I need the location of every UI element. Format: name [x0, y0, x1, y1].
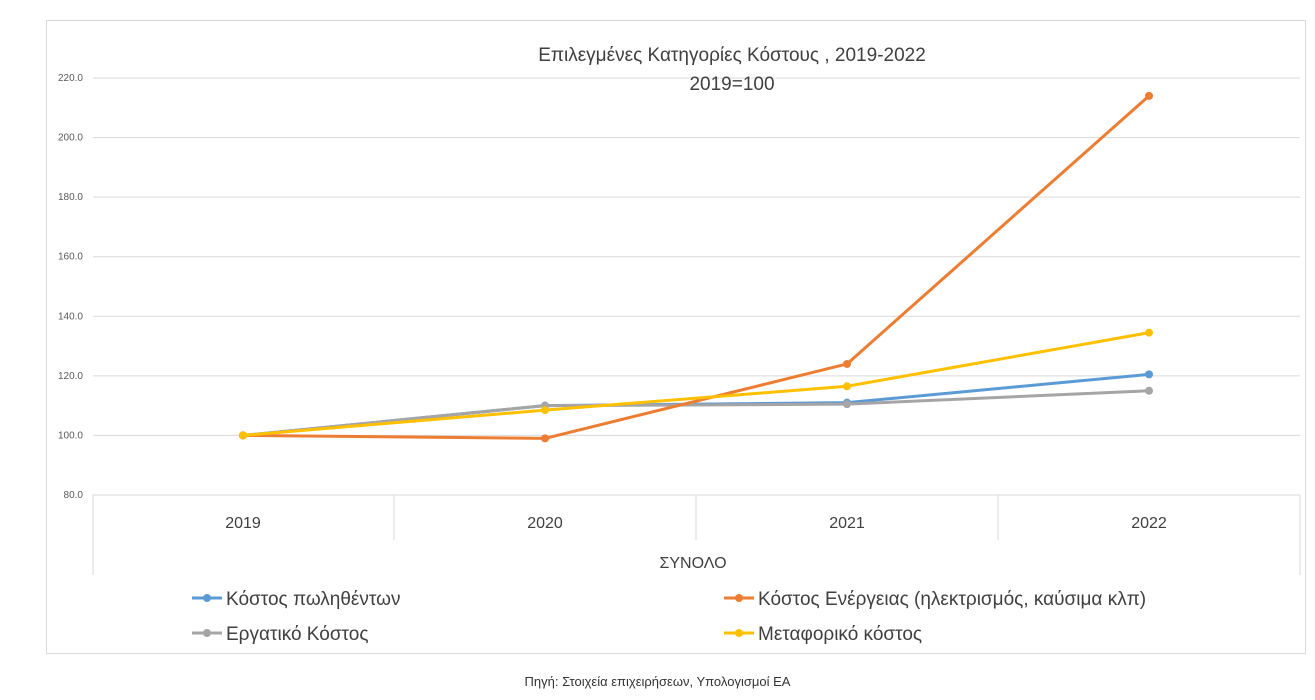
y-tick-label: 160.0	[58, 252, 83, 263]
y-tick-label: 100.0	[58, 430, 83, 441]
y-tick-label: 220.0	[58, 73, 83, 84]
legend: Κόστος πωληθέντων Κόστος Ενέργειας (ηλεκτ…	[192, 589, 1146, 645]
data-point	[843, 359, 851, 368]
data-point	[1145, 328, 1153, 337]
legend-label: Κόστος Ενέργειας (ηλεκτρισμός, καύσιμα κ…	[758, 589, 1146, 610]
data-point	[1145, 91, 1153, 100]
y-tick-label: 120.0	[58, 371, 83, 382]
y-tick-labels: 80.0 100.0 120.0 140.0 160.0 180.0 200.0 220.0	[58, 73, 83, 501]
axes	[92, 495, 1301, 575]
series-line	[242, 331, 1150, 437]
x-tick-label: 2021	[829, 515, 865, 532]
data-point	[541, 434, 549, 443]
legend-label: Μεταφορικό κόστος	[758, 624, 922, 645]
data-point	[843, 400, 851, 409]
x-tick-labels: 2019 2020 2021 2022	[225, 515, 1167, 532]
legend-label: Εργατικό Κόστος	[226, 624, 369, 645]
data-point	[843, 382, 851, 391]
y-tick-label: 140.0	[58, 311, 83, 322]
data-point	[1145, 370, 1153, 379]
source-caption: Πηγή: Στοιχεία επιχειρήσεων, Υπολογισμοί…	[524, 674, 791, 689]
y-tick-label: 200.0	[58, 133, 83, 144]
legend-label: Κόστος πωληθέντων	[226, 589, 400, 610]
y-tick-label: 180.0	[58, 192, 83, 203]
x-tick-label: 2020	[527, 515, 563, 532]
legend-marker	[203, 629, 211, 637]
x-tick-label: 2019	[225, 515, 261, 532]
legend-marker	[735, 594, 743, 602]
data-point	[1145, 386, 1153, 395]
series-line	[242, 389, 1150, 437]
legend-marker	[735, 629, 743, 637]
chart-title: Επιλεγμένες Κατηγορίες Κόστους , 2019-20…	[538, 45, 926, 66]
legend-marker	[203, 594, 211, 602]
x-tick-label: 2022	[1131, 515, 1167, 532]
data-point	[541, 406, 549, 415]
series-lines	[239, 91, 1153, 443]
y-tick-label: 80.0	[64, 490, 84, 501]
x-axis-label: ΣΥΝΟΛΟ	[659, 555, 726, 572]
series-line	[242, 94, 1150, 440]
chart-subtitle: 2019=100	[689, 74, 774, 95]
chart-frame	[46, 20, 1306, 654]
data-point	[239, 431, 247, 440]
